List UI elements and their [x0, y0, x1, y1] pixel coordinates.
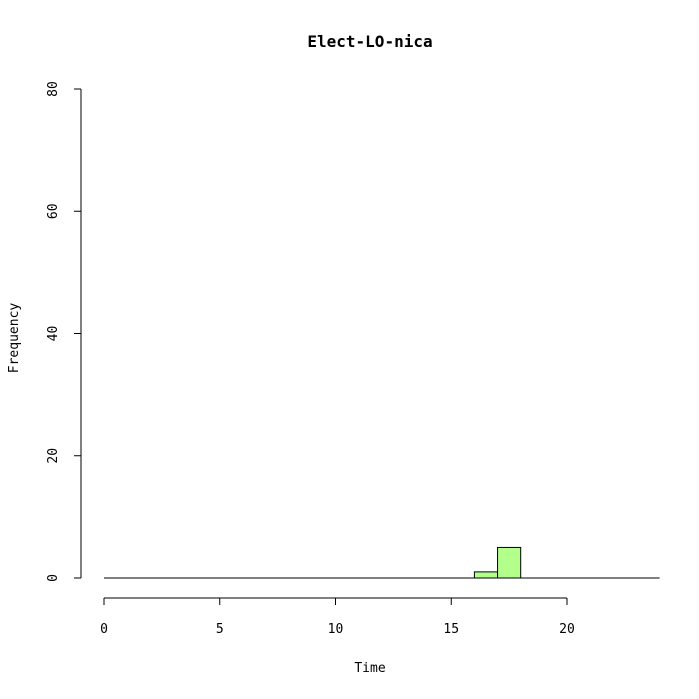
y-tick-label: 20: [46, 448, 61, 464]
x-tick-label: 5: [216, 622, 224, 637]
x-tick-label: 10: [328, 622, 344, 637]
histogram-bar-1: [497, 546, 522, 579]
y-axis: 0 20 40 60 80: [46, 81, 82, 582]
x-tick-label: 20: [559, 622, 575, 637]
y-tick-label: 60: [46, 203, 61, 219]
x-tick-label: 15: [443, 622, 459, 637]
histogram-bar-0: [473, 571, 499, 579]
x-axis-label: Time: [354, 661, 385, 676]
x-axis: 0 5 10 15 20: [100, 597, 575, 637]
y-tick-label: 80: [46, 81, 61, 97]
y-axis-label: Frequency: [7, 303, 22, 374]
y-tick-label: 0: [46, 574, 61, 582]
x-tick-label: 0: [100, 622, 108, 637]
chart-title: Elect-LO-nica: [307, 32, 432, 51]
bars: [104, 546, 660, 579]
y-tick-label: 40: [46, 326, 61, 342]
